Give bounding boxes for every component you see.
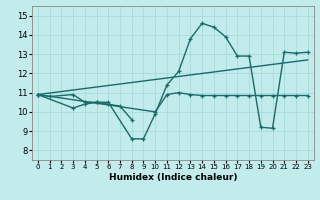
X-axis label: Humidex (Indice chaleur): Humidex (Indice chaleur): [108, 173, 237, 182]
